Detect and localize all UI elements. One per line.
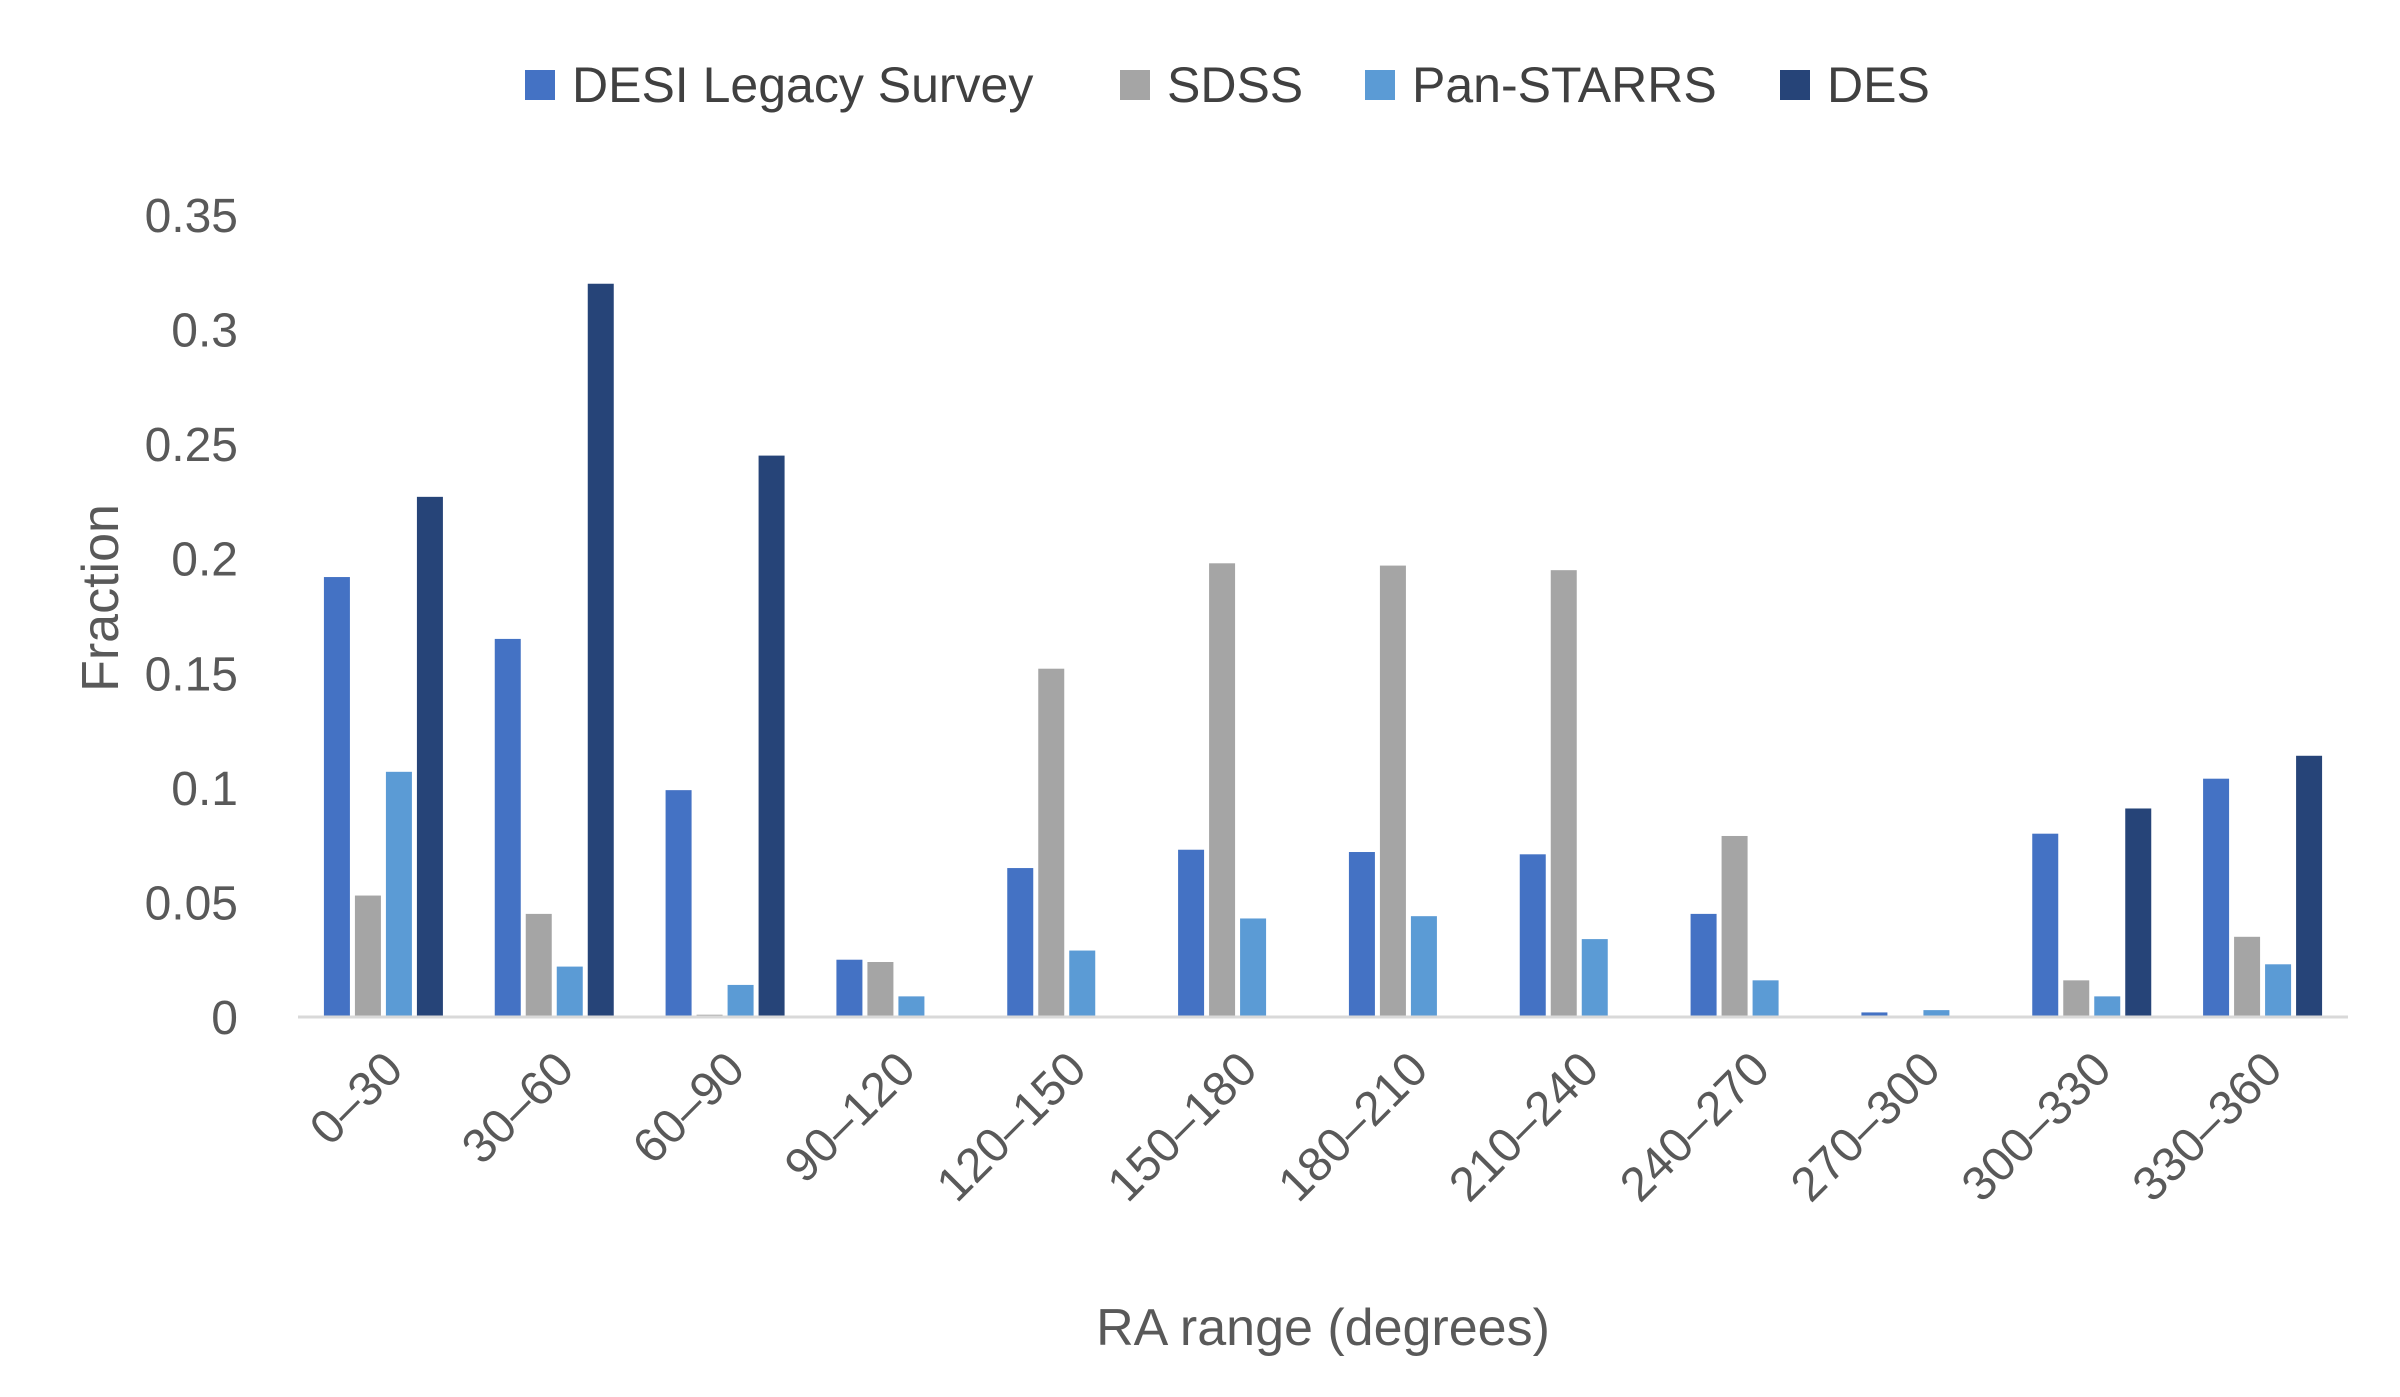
bar-des-0: [416, 496, 443, 1017]
bar-des-2: [758, 455, 785, 1018]
bar-sdss-0: [354, 895, 381, 1017]
bar-sdss-3: [867, 962, 894, 1017]
bar-desi-legacy-survey-8: [1690, 913, 1717, 1017]
y-axis-title: Fraction: [72, 504, 130, 692]
y-tick-label: 0.2: [171, 534, 238, 587]
legend-swatch: [525, 70, 555, 100]
bar-desi-legacy-survey-1: [494, 638, 521, 1017]
bar-desi-legacy-survey-6: [1348, 852, 1375, 1017]
x-tick-label: 90–120: [775, 1042, 926, 1193]
x-tick-label: 0–30: [300, 1042, 413, 1155]
bar-pan-starrs-7: [1581, 939, 1608, 1017]
bar-desi-legacy-survey-10: [2032, 833, 2059, 1017]
bar-pan-starrs-2: [727, 984, 754, 1017]
x-tick-label: 60–90: [623, 1042, 755, 1174]
bar-desi-legacy-survey-4: [1007, 868, 1034, 1017]
y-tick-label: 0.25: [145, 419, 238, 472]
bar-desi-legacy-survey-3: [836, 959, 863, 1017]
bar-sdss-10: [2063, 980, 2090, 1017]
legend-swatch: [1365, 70, 1395, 100]
x-tick-label: 180–210: [1269, 1042, 1439, 1212]
bar-pan-starrs-3: [898, 996, 925, 1017]
bar-pan-starrs-4: [1069, 950, 1096, 1017]
bar-pan-starrs-0: [385, 771, 412, 1017]
bar-desi-legacy-survey-0: [323, 577, 350, 1017]
bar-pan-starrs-10: [2094, 996, 2121, 1017]
bar-des-11: [2296, 755, 2323, 1017]
bar-sdss-5: [1209, 563, 1236, 1017]
legend-swatch: [1780, 70, 1810, 100]
legend: DESI Legacy Survey SDSS Pan-STARRS DES: [525, 57, 1930, 113]
bar-desi-legacy-survey-11: [2203, 778, 2230, 1017]
x-tick-label: 300–330: [1952, 1042, 2122, 1212]
x-tick-label: 270–300: [1781, 1042, 1951, 1212]
bar-pan-starrs-8: [1752, 980, 1779, 1017]
y-tick-label: 0.05: [145, 877, 238, 930]
x-axis-title: RA range (degrees): [1096, 1299, 1550, 1357]
legend-swatch: [1120, 70, 1150, 100]
bar-pan-starrs-5: [1240, 918, 1267, 1017]
y-axis: 0 0.05 0.1 0.15 0.2 0.25 0.3 0.35: [145, 190, 238, 1045]
legend-label: Pan-STARRS: [1412, 57, 1717, 113]
x-axis: 0–30 30–60 60–90 90–120 120–150 150–180 180–21…: [300, 1042, 2292, 1212]
y-tick-label: 0: [211, 992, 238, 1045]
x-tick-label: 330–360: [2123, 1042, 2293, 1212]
bar-sdss-4: [1038, 668, 1065, 1017]
bar-desi-legacy-survey-5: [1178, 849, 1205, 1017]
bar-pan-starrs-9: [1923, 1010, 1950, 1017]
bar-desi-legacy-survey-7: [1519, 854, 1546, 1017]
legend-item-sdss: SDSS: [1120, 57, 1303, 113]
bars: [323, 283, 2323, 1018]
bar-sdss-7: [1550, 570, 1577, 1017]
bar-sdss-11: [2234, 936, 2261, 1017]
legend-item-des: DES: [1780, 57, 1930, 113]
x-tick-label: 150–180: [1098, 1042, 1268, 1212]
legend-label: SDSS: [1167, 57, 1303, 113]
x-tick-label: 240–270: [1610, 1042, 1780, 1212]
bar-sdss-1: [525, 913, 552, 1017]
x-tick-label: 120–150: [927, 1042, 1097, 1212]
y-tick-label: 0.15: [145, 648, 238, 701]
x-tick-label: 30–60: [452, 1042, 584, 1174]
y-tick-label: 0.3: [171, 305, 238, 358]
bar-desi-legacy-survey-9: [1861, 1012, 1888, 1017]
bar-pan-starrs-11: [2265, 964, 2292, 1017]
bar-des-10: [2125, 808, 2152, 1017]
legend-label: DES: [1827, 57, 1930, 113]
bar-desi-legacy-survey-2: [665, 790, 692, 1017]
x-tick-label: 210–240: [1439, 1042, 1609, 1212]
bar-pan-starrs-6: [1410, 916, 1437, 1017]
y-tick-label: 0.35: [145, 190, 238, 243]
bar-sdss-6: [1379, 565, 1406, 1017]
legend-item-pan-starrs: Pan-STARRS: [1365, 57, 1717, 113]
bar-pan-starrs-1: [556, 966, 583, 1017]
y-tick-label: 0.1: [171, 763, 238, 816]
legend-label: DESI Legacy Survey: [572, 57, 1033, 113]
legend-item-desi-legacy-survey: DESI Legacy Survey: [525, 57, 1033, 113]
bar-sdss-8: [1721, 835, 1748, 1017]
bar-des-1: [587, 283, 614, 1017]
